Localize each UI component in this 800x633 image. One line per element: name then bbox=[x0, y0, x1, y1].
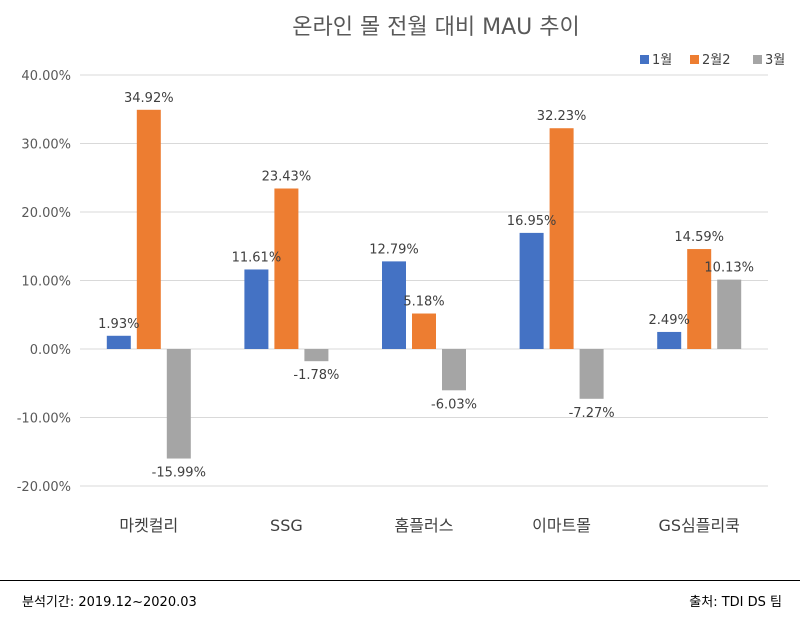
bar bbox=[519, 232, 544, 349]
data-label: 2.49% bbox=[649, 313, 690, 328]
data-label: 32.23% bbox=[537, 109, 587, 124]
bar bbox=[136, 109, 161, 349]
bar bbox=[166, 349, 191, 459]
bar bbox=[687, 249, 712, 349]
bar bbox=[106, 335, 131, 349]
data-label: -1.78% bbox=[293, 368, 339, 383]
legend-entry: 1월 bbox=[652, 53, 672, 68]
category-label: 이마트몰 bbox=[532, 516, 591, 535]
chart-title: 온라인 몰 전월 대비 MAU 추이 bbox=[292, 15, 580, 40]
bar bbox=[412, 313, 436, 349]
category-label: 마켓컬리 bbox=[119, 516, 178, 535]
legend-swatch bbox=[690, 55, 699, 64]
data-label: -7.27% bbox=[569, 406, 615, 421]
legend-swatch bbox=[640, 55, 649, 64]
data-label: 12.79% bbox=[369, 242, 419, 257]
bar bbox=[657, 331, 682, 349]
data-label: 1.93% bbox=[98, 317, 139, 332]
analysis-period: 분석기간: 2019.12~2020.03 bbox=[22, 595, 197, 610]
bar bbox=[274, 188, 299, 349]
data-label: 34.92% bbox=[124, 91, 174, 106]
bar bbox=[717, 279, 742, 349]
bar bbox=[442, 349, 466, 391]
y-tick-label: 10.00% bbox=[21, 275, 71, 290]
bar bbox=[579, 349, 604, 399]
data-label: 23.43% bbox=[262, 170, 312, 185]
y-axis: -20.00% -10.00% 0.00% 10.00% 20.00% 30.00% 40.… bbox=[17, 69, 71, 495]
category-label: 홈플러스 bbox=[395, 516, 454, 535]
bar bbox=[549, 128, 574, 349]
chart: 온라인 몰 전월 대비 MAU 추이 1월 2월2 3월 -20.00% -10.00… bbox=[17, 15, 786, 535]
bar bbox=[244, 269, 269, 349]
data-label: 16.95% bbox=[507, 214, 557, 229]
bars bbox=[106, 109, 742, 459]
x-axis: 마켓컬리 SSG 홈플러스 이마트몰 GS심플리쿡 bbox=[119, 516, 740, 535]
legend-entry: 2월2 bbox=[702, 53, 731, 68]
legend: 1월 2월2 3월 bbox=[640, 53, 785, 68]
y-tick-label: 0.00% bbox=[30, 343, 71, 358]
legend-swatch bbox=[753, 55, 762, 64]
y-tick-label: 40.00% bbox=[21, 69, 71, 84]
data-labels: 1.93% 34.92% -15.99% 11.61% 23.43% -1.78% 12.7… bbox=[98, 91, 754, 481]
legend-entry: 3월 bbox=[765, 53, 785, 68]
y-tick-label: -20.00% bbox=[17, 480, 71, 495]
bar bbox=[382, 261, 406, 349]
y-tick-label: 30.00% bbox=[21, 138, 71, 153]
y-tick-label: -10.00% bbox=[17, 412, 71, 427]
source-credit: 출처: TDI DS 팀 bbox=[689, 595, 782, 610]
data-label: 5.18% bbox=[403, 295, 444, 310]
data-label: 11.61% bbox=[232, 250, 282, 265]
category-label: SSG bbox=[270, 516, 303, 535]
category-label: GS심플리쿡 bbox=[658, 516, 739, 535]
y-tick-label: 20.00% bbox=[21, 206, 71, 221]
data-label: -6.03% bbox=[431, 397, 477, 412]
bar bbox=[304, 349, 329, 362]
data-label: -15.99% bbox=[152, 466, 206, 481]
data-label: 14.59% bbox=[674, 230, 724, 245]
footer: 분석기간: 2019.12~2020.03 출처: TDI DS 팀 bbox=[0, 580, 800, 633]
data-label: 10.13% bbox=[704, 261, 754, 276]
